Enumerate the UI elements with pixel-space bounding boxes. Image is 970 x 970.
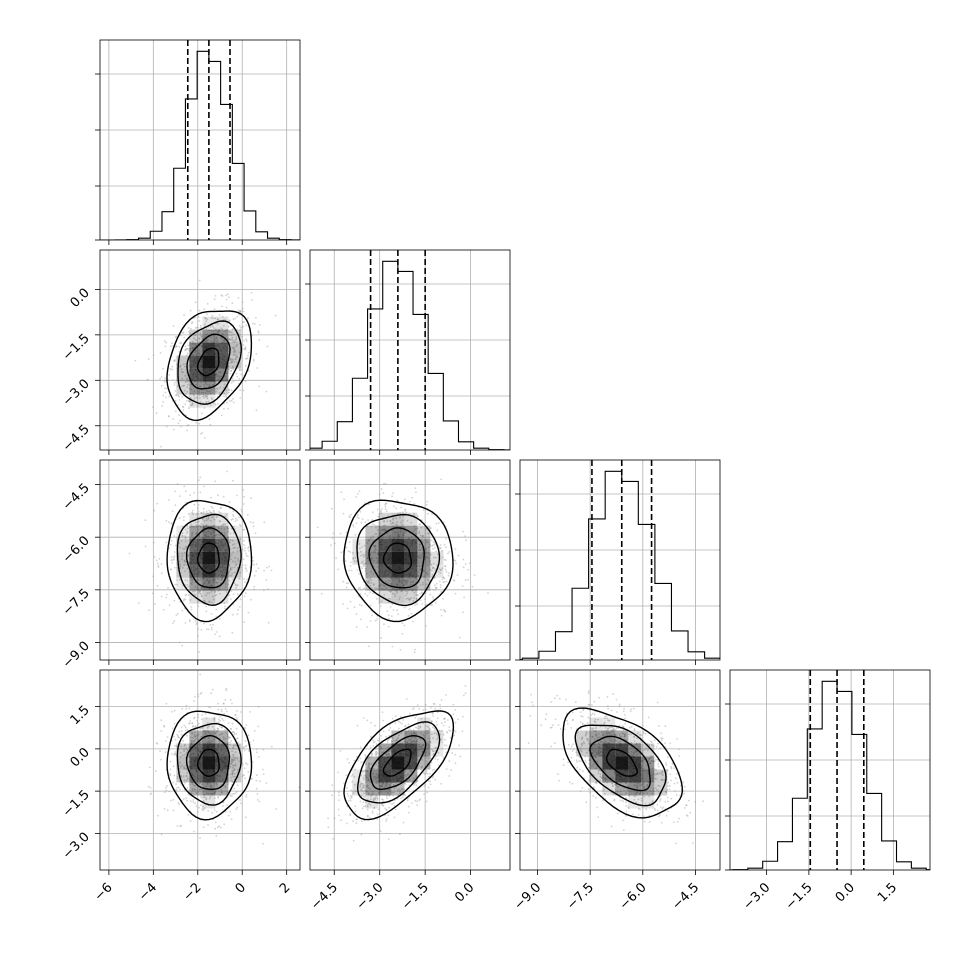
x-tick-label: 0.0 [833, 880, 858, 905]
panel-frame [309, 459, 511, 661]
contour-level-1 [368, 527, 425, 589]
y-tick-label: −9.0 [60, 639, 93, 672]
contour-level-3 [166, 499, 253, 623]
y-tick-label: −1.5 [60, 787, 93, 820]
x-tick-label: −6 [92, 880, 116, 904]
contour-level-3 [166, 710, 253, 821]
x-tick-label: −1.5 [783, 880, 816, 913]
y-tick-label: −4.5 [60, 481, 93, 514]
x-tick-label: −3.0 [354, 880, 387, 913]
x-tick-label: −1.5 [399, 880, 432, 913]
contour-level-1 [186, 333, 231, 390]
contour-level-3 [343, 710, 455, 821]
panel-3-0: −3.0 −1.5 0.0 1.5 −6 −4 −2 0 2 [60, 669, 301, 904]
panel-2-2 [515, 459, 721, 665]
x-tick-label: 2 [277, 880, 293, 896]
panel-frame [519, 669, 721, 871]
panel-0-0 [95, 39, 301, 245]
panel-frame [99, 39, 301, 241]
contour-level-0 [196, 748, 220, 777]
contour-level-2 [574, 724, 667, 807]
contour-level-2 [356, 721, 441, 804]
y-tick-label: 1.5 [68, 703, 93, 728]
x-tick-label: 0 [233, 880, 249, 896]
y-tick-label: 0.0 [68, 745, 93, 770]
y-tick-label: −4.5 [60, 422, 93, 455]
density-cells [176, 316, 242, 408]
panel-frame [99, 669, 301, 871]
contour-level-1 [185, 527, 231, 589]
histogram-line [730, 680, 930, 870]
x-tick-label: 0.0 [452, 880, 477, 905]
panel-1-0: −4.5 −3.0 −1.5 0.0 [60, 249, 301, 455]
panel-frame [729, 669, 931, 871]
x-tick-label: −4.5 [669, 880, 702, 913]
y-tick-label: 0.0 [68, 286, 93, 311]
y-tick-label: −1.5 [60, 331, 93, 364]
panel-2-1 [305, 459, 511, 665]
contour-level-2 [177, 320, 243, 405]
contour-level-0 [605, 748, 638, 777]
panel-3-1: −4.5 −3.0 −1.5 0.0 [305, 669, 511, 913]
histogram-line [520, 470, 720, 660]
panel-2-0: −9.0 −7.5 −6.0 −4.5 [60, 459, 301, 672]
contour-level-3 [343, 499, 454, 623]
x-tick-label: −7.5 [564, 880, 597, 913]
x-tick-label: −6.0 [617, 880, 650, 913]
contour-level-2 [176, 722, 242, 806]
contour-level-1 [185, 735, 231, 790]
panel-frame [519, 459, 721, 661]
contour-level-0 [382, 748, 412, 777]
x-tick-label: 1.5 [875, 880, 900, 905]
contour-level-2 [176, 513, 242, 607]
panel-3-2: −9.0 −7.5 −6.0 −4.5 [511, 669, 721, 913]
panel-1-1 [305, 249, 511, 455]
x-tick-label: −4.5 [308, 880, 341, 913]
x-tick-label: −2 [180, 880, 204, 904]
scatter-points [316, 478, 489, 654]
y-tick-label: −7.5 [60, 586, 93, 619]
panel-frame [309, 249, 511, 451]
panel-frame [309, 669, 511, 871]
panel-frame [99, 249, 301, 451]
y-tick-label: −6.0 [60, 533, 93, 566]
contour-level-0 [196, 542, 220, 574]
contour-level-3 [562, 707, 684, 819]
contour-level-1 [589, 735, 651, 792]
contour-level-2 [356, 513, 441, 607]
panel-frame [99, 459, 301, 661]
contour-level-3 [166, 310, 253, 422]
density-cells [352, 512, 444, 604]
x-tick-label: −4 [136, 880, 160, 904]
density-cells [176, 717, 242, 809]
y-tick-label: −3.0 [60, 830, 93, 863]
contour-level-0 [196, 347, 220, 377]
contour-level-1 [369, 734, 427, 791]
contour-level-0 [382, 542, 412, 574]
x-tick-label: −9.0 [511, 880, 544, 913]
x-tick-label: −3.0 [741, 880, 774, 913]
panel-3-3: −3.0 −1.5 0.0 1.5 [725, 669, 931, 913]
y-tick-label: −3.0 [60, 377, 93, 410]
